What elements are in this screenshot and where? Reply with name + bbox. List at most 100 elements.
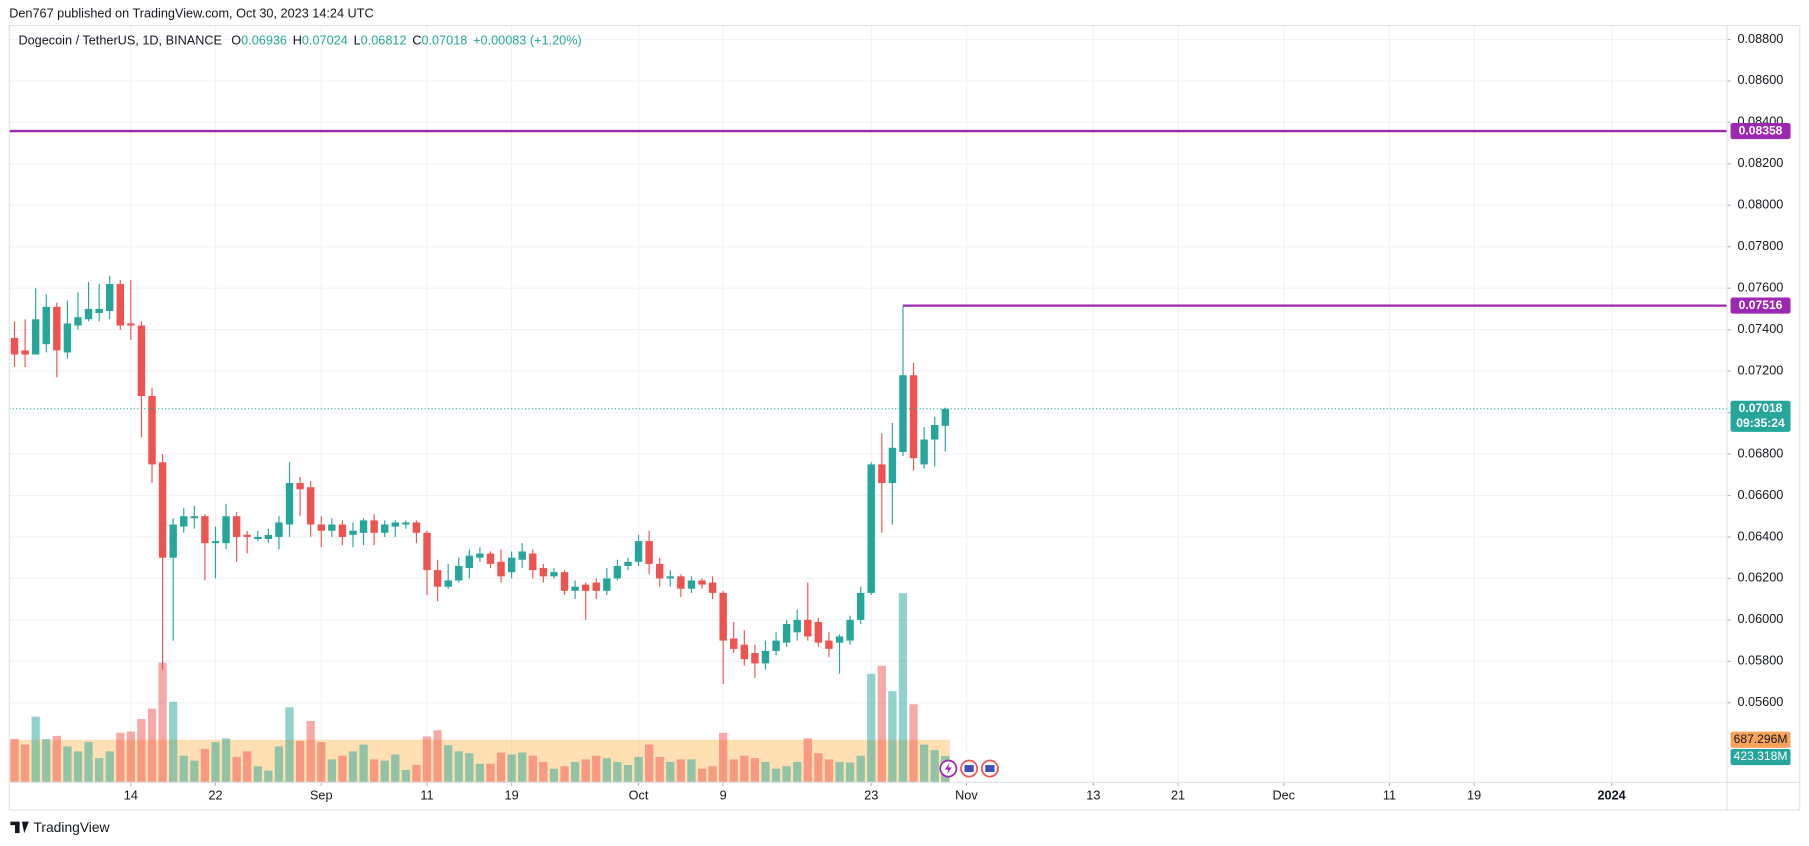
logo-mark <box>10 821 29 834</box>
candle-body <box>10 337 19 355</box>
candle-body <box>201 516 209 544</box>
volume-bar <box>782 766 791 783</box>
volume-bar <box>190 760 199 783</box>
volume-bar <box>845 762 855 783</box>
volume-bar <box>645 744 654 783</box>
candle-body <box>53 306 61 351</box>
volume-bar <box>380 760 389 783</box>
volume-bar <box>158 662 167 783</box>
symbol-legend: Dogecoin / TetherUS, 1D, BINANCE O0.06936… <box>18 34 581 48</box>
candle-body <box>719 592 727 641</box>
volume-bar <box>84 742 93 783</box>
candle-body <box>793 619 801 633</box>
volume-ma-label-box <box>1730 731 1791 748</box>
candle-body <box>359 520 368 533</box>
volume-bar <box>338 755 347 783</box>
x-tick-label: 2024 <box>1598 789 1626 803</box>
volume-bar <box>253 766 262 783</box>
ohlc-label: H <box>293 34 302 48</box>
candle-body <box>518 551 526 560</box>
candle-body <box>931 425 939 440</box>
volume-bar <box>824 759 834 783</box>
x-tick-label: 11 <box>420 789 433 803</box>
volume-bar <box>401 769 410 783</box>
volume-bar <box>655 756 664 783</box>
candle-body <box>571 586 579 591</box>
candle-body <box>814 621 823 643</box>
flag-glyph <box>985 765 995 772</box>
volume-bar <box>687 759 696 783</box>
volume-bar <box>359 744 368 783</box>
volume-bar <box>306 720 315 783</box>
volume-ma-label: 687.296M <box>1734 732 1788 746</box>
candle-body <box>63 323 72 353</box>
volume-bar <box>549 768 559 783</box>
volume-bar <box>20 744 30 783</box>
candle-body <box>349 530 357 535</box>
ohlc-label: O <box>231 34 241 48</box>
volume-bar <box>909 704 918 783</box>
volume-bar <box>221 738 231 783</box>
volume-bar <box>898 593 908 783</box>
price-pane <box>9 129 1728 685</box>
candle-body <box>603 578 611 591</box>
candle-body <box>581 584 590 591</box>
volume-bar <box>814 753 823 783</box>
candle-body <box>243 534 251 537</box>
volume-bar <box>232 756 241 783</box>
volume-bar <box>740 755 749 783</box>
candle-body <box>687 580 696 589</box>
volume-bar <box>613 761 622 783</box>
volume-bar <box>888 691 897 783</box>
volume-bar <box>666 761 675 783</box>
volume-bar <box>444 745 453 783</box>
y-tick-label: 0.08600 <box>1737 73 1783 87</box>
x-tick-label: Sep <box>310 789 333 803</box>
volume-bar <box>274 746 284 783</box>
candle-body <box>878 464 886 484</box>
x-tick-label: 14 <box>124 789 138 803</box>
volume-bar <box>475 763 485 783</box>
candle-body <box>116 284 124 326</box>
ohlc-value: 0.07024 <box>302 34 348 48</box>
volume-bar <box>539 761 548 783</box>
volume-bar <box>761 761 770 783</box>
volume-bar <box>570 761 580 783</box>
y-tick-label: 0.07600 <box>1737 281 1783 295</box>
volume-bar <box>200 748 210 783</box>
volume-bar <box>412 765 421 783</box>
candle-body <box>127 323 135 326</box>
price-label: 0.07018 <box>1739 401 1783 415</box>
level-label: 0.08358 <box>1739 123 1783 137</box>
tradingview-logo[interactable]: TradingView <box>10 819 111 835</box>
change: +0.00083 (+1.20%) <box>473 34 582 48</box>
candle-body <box>391 522 399 527</box>
y-tick-label: 0.06000 <box>1737 612 1783 626</box>
flag-glyph <box>964 765 974 772</box>
candle-body <box>772 640 780 651</box>
candle-body <box>899 375 907 452</box>
x-tick-label: 23 <box>864 789 878 803</box>
volume-bar <box>327 759 336 783</box>
candle-body <box>275 522 283 537</box>
volume-bar <box>930 750 939 783</box>
volume-bar <box>856 755 865 783</box>
volume-bar <box>370 759 379 783</box>
volume-label-box <box>1730 748 1791 766</box>
volume-bar <box>803 738 812 783</box>
candle-body <box>804 619 812 637</box>
volume-bar <box>433 730 442 783</box>
candle-body <box>645 541 653 564</box>
candle-body <box>74 317 82 326</box>
candle-body <box>782 624 791 643</box>
candle-body <box>402 522 410 525</box>
candle-body <box>941 408 949 426</box>
candle-body <box>539 568 548 577</box>
volume-bar <box>31 716 40 783</box>
volume-bar <box>454 751 463 783</box>
volume-pane <box>9 593 950 783</box>
candle-body <box>42 306 50 345</box>
price-label-box <box>1730 400 1791 432</box>
volume-bar <box>793 761 802 783</box>
